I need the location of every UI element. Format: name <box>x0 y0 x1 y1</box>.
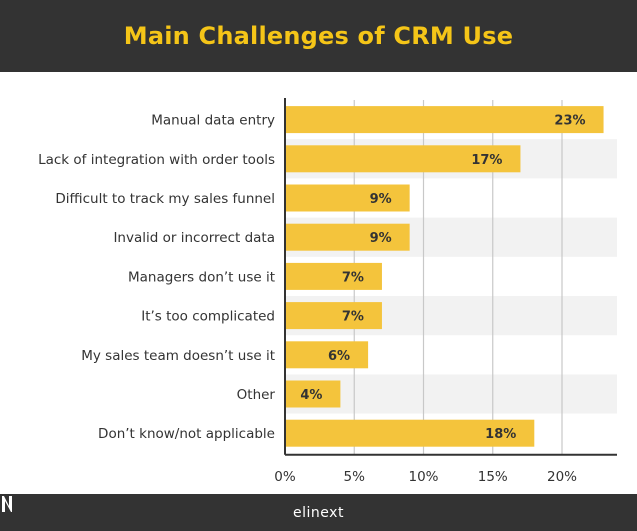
bar <box>285 145 521 173</box>
bar-data-label: 6% <box>328 349 350 364</box>
bar-data-label: 9% <box>370 192 392 207</box>
bar <box>285 184 410 212</box>
category-label: It’s too complicated <box>141 309 275 325</box>
bar <box>285 106 604 134</box>
x-tick-label: 15% <box>478 469 508 485</box>
bar <box>285 262 382 290</box>
bar-data-label: 7% <box>342 310 364 325</box>
category-label: My sales team doesn’t use it <box>81 348 275 364</box>
x-tick-label: 10% <box>408 469 438 485</box>
bar <box>285 341 369 369</box>
bar <box>285 223 410 251</box>
chart-area: 23% Manual data entry 17% Lack of integrati… <box>0 72 637 494</box>
bar-data-label: 9% <box>370 231 392 246</box>
category-label: Difficult to track my sales funnel <box>55 191 275 207</box>
bar <box>285 302 382 330</box>
x-tick-label: 20% <box>547 469 577 485</box>
category-label: Lack of integration with order tools <box>38 152 275 168</box>
category-label: Managers don’t use it <box>128 269 275 285</box>
bar-data-label: 18% <box>485 427 516 442</box>
page-footer: elinext <box>0 494 637 531</box>
category-label: Don’t know/not applicable <box>98 426 275 442</box>
bar-chart: 23% Manual data entry 17% Lack of integrati… <box>38 98 617 485</box>
elinext-logo-icon <box>2 496 12 512</box>
category-label: Manual data entry <box>151 113 275 129</box>
bar-data-label: 23% <box>554 114 585 129</box>
brand-name: elinext <box>293 504 344 521</box>
x-tick-label: 0% <box>274 469 296 485</box>
chart-header: Main Challenges of CRM Use <box>0 0 637 72</box>
brand-logo: elinext <box>2 496 344 521</box>
bar-data-label: 17% <box>471 153 502 168</box>
bar <box>285 380 341 408</box>
bar-data-label: 4% <box>300 388 322 403</box>
bar-data-label: 7% <box>342 270 364 285</box>
category-label: Invalid or incorrect data <box>113 230 275 246</box>
category-label: Other <box>237 387 276 403</box>
x-tick-label: 5% <box>344 469 366 485</box>
chart-title: Main Challenges of CRM Use <box>123 22 514 50</box>
bar <box>285 419 535 447</box>
